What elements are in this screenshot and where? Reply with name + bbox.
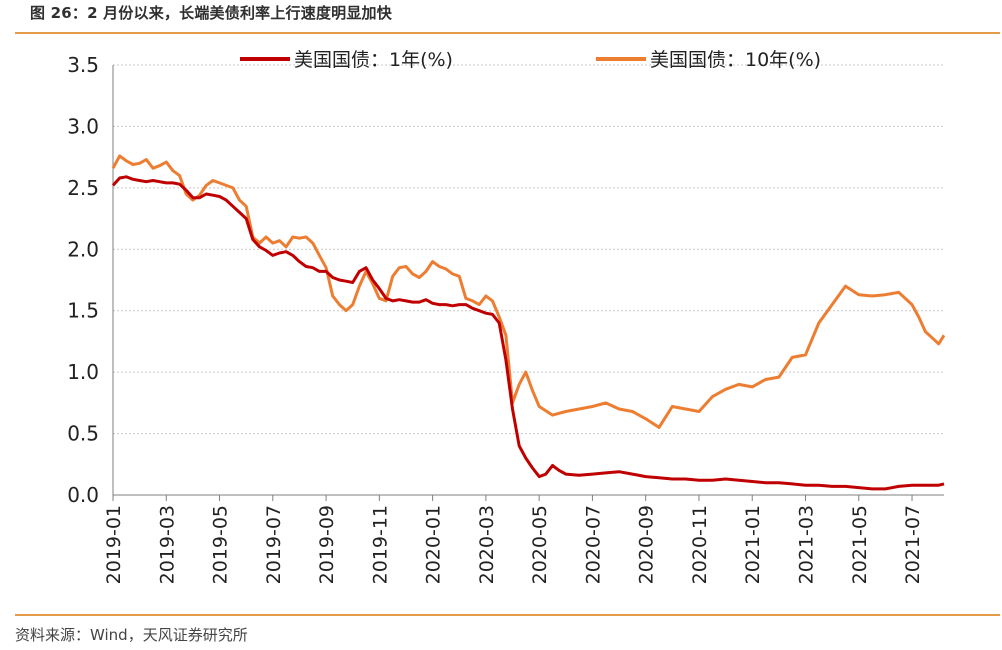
y-tick-label: 0.5 (67, 422, 99, 446)
source-note: 资料来源：Wind，天风证券研究所 (15, 626, 248, 644)
x-tick-label: 2019-05 (210, 505, 232, 584)
x-tick-label: 2019-09 (316, 505, 338, 584)
y-tick-label: 1.0 (67, 360, 99, 384)
x-tick-label: 2020-09 (636, 505, 658, 584)
chart-title: 图 26：2 月份以来，长端美债利率上行速度明显加快 (30, 4, 392, 22)
x-tick-label: 2020-05 (529, 505, 551, 584)
top-rule (15, 32, 1000, 34)
y-tick-label: 3.5 (67, 53, 99, 77)
legend: 美国国债：1年(%) 美国国债：10年(%) (240, 49, 821, 71)
x-axis: 2019-01 2019-03 2019-05 2019-07 2019-09 2019-… (103, 494, 944, 584)
x-tick-label: 2021-05 (849, 505, 871, 584)
y-tick-label: 2.5 (67, 176, 99, 200)
x-tick-label: 2020-03 (476, 505, 498, 584)
bottom-rule (15, 614, 1000, 616)
x-tick-label: 2019-01 (103, 505, 125, 584)
y-tick-label: 0.0 (67, 483, 99, 507)
x-tick-label: 2021-01 (742, 505, 764, 584)
y-axis: 0.0 0.5 1.0 1.5 2.0 2.5 3.0 3.5 (67, 53, 114, 507)
series-10y-line (111, 154, 946, 429)
series-1y-line (111, 175, 945, 491)
x-tick-label: 2021-07 (902, 505, 924, 584)
x-tick-label: 2020-11 (689, 505, 711, 584)
x-tick-label: 2020-01 (423, 505, 445, 584)
y-tick-label: 3.0 (67, 114, 99, 138)
legend-label-1y: 美国国债：1年(%) (294, 49, 453, 71)
x-tick-label: 2019-03 (156, 505, 178, 584)
x-tick-label: 2019-11 (369, 505, 391, 584)
x-tick-label: 2021-03 (796, 505, 818, 584)
y-tick-label: 2.0 (67, 237, 99, 261)
grid (113, 64, 944, 435)
x-tick-label: 2020-07 (582, 505, 604, 584)
legend-label-10y: 美国国债：10年(%) (650, 49, 821, 71)
series-lines (111, 154, 946, 491)
y-tick-label: 1.5 (67, 299, 99, 323)
x-tick-label: 2019-07 (263, 505, 285, 584)
